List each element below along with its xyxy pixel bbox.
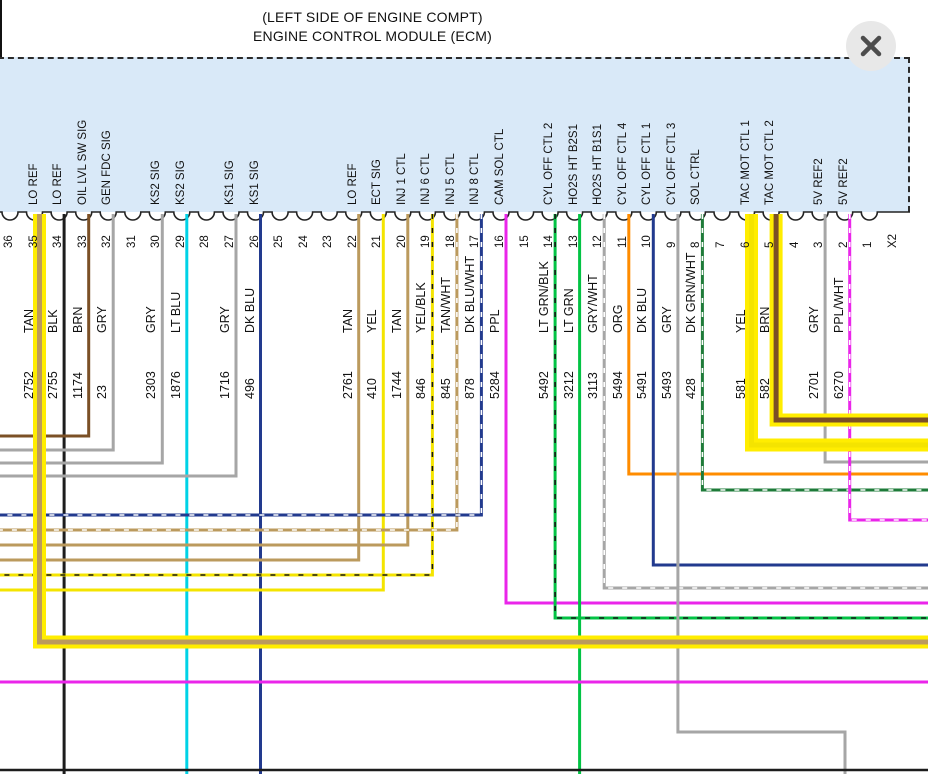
wire-2701[interactable] xyxy=(823,214,928,464)
wire-2761[interactable] xyxy=(0,214,361,562)
close-button[interactable] xyxy=(846,21,896,71)
connector-pin-cavities xyxy=(0,211,910,221)
wire-stripe-3113 xyxy=(603,214,928,589)
wire-582[interactable] xyxy=(773,214,928,423)
wire-428[interactable] xyxy=(700,214,928,492)
wire-845[interactable] xyxy=(0,214,459,532)
wire-stripe-845 xyxy=(0,214,458,531)
highlight-582 xyxy=(769,214,928,427)
wire-stripe-878 xyxy=(0,214,483,516)
wire-410[interactable] xyxy=(0,214,385,592)
wire-581[interactable] xyxy=(749,214,928,448)
wire-5493[interactable] xyxy=(676,214,847,774)
wire-5491[interactable] xyxy=(651,214,928,567)
wire-5494[interactable] xyxy=(627,214,928,476)
location-note: (LEFT SIDE OF ENGINE COMPT) xyxy=(262,9,483,25)
wire-1174[interactable] xyxy=(0,214,91,438)
module-title: ENGINE CONTROL MODULE (ECM) xyxy=(252,28,492,44)
ecm-connector-body xyxy=(0,57,910,212)
wire-stripe-6270 xyxy=(848,214,928,521)
wire-1744[interactable] xyxy=(0,214,410,547)
wire-23[interactable] xyxy=(0,214,115,452)
wire-1716[interactable] xyxy=(0,214,238,478)
x-icon xyxy=(860,35,882,57)
wire-846[interactable] xyxy=(0,214,434,577)
diagram-frame-left xyxy=(0,0,2,57)
highlight-2752 xyxy=(33,214,928,649)
wire-2752[interactable] xyxy=(37,214,928,645)
diagram-header: (LEFT SIDE OF ENGINE COMPT) ENGINE CONTR… xyxy=(0,8,745,46)
wire-2303[interactable] xyxy=(0,214,164,465)
wire-5492[interactable] xyxy=(553,214,928,620)
wire-5284[interactable] xyxy=(504,214,928,605)
